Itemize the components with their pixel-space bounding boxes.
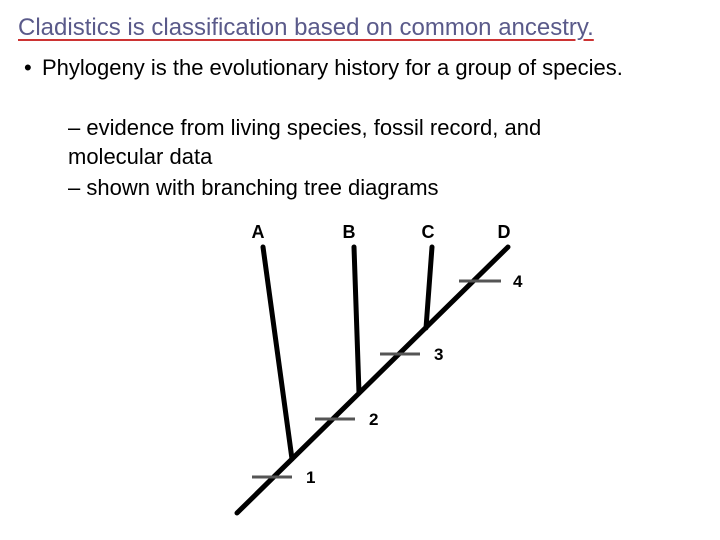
- svg-text:2: 2: [369, 410, 378, 429]
- svg-text:C: C: [422, 222, 435, 242]
- bullet-dot-icon: •: [24, 54, 32, 83]
- cladogram-diagram: 1 2 3 4 A B C D: [210, 218, 550, 518]
- svg-text:1: 1: [306, 468, 315, 487]
- svg-text:A: A: [252, 222, 265, 242]
- sub-bullet-1: – evidence from living species, fossil r…: [68, 114, 628, 171]
- svg-text:D: D: [498, 222, 511, 242]
- svg-text:B: B: [343, 222, 356, 242]
- slide-title: Cladistics is classification based on co…: [18, 14, 594, 42]
- slide-page: Cladistics is classification based on co…: [0, 0, 720, 540]
- svg-text:4: 4: [513, 272, 523, 291]
- sub-bullet-2: – shown with branching tree diagrams: [68, 174, 628, 203]
- bullet-1: • Phylogeny is the evolutionary history …: [42, 54, 632, 83]
- svg-text:3: 3: [434, 345, 443, 364]
- bullet-1-text: Phylogeny is the evolutionary history fo…: [42, 55, 623, 80]
